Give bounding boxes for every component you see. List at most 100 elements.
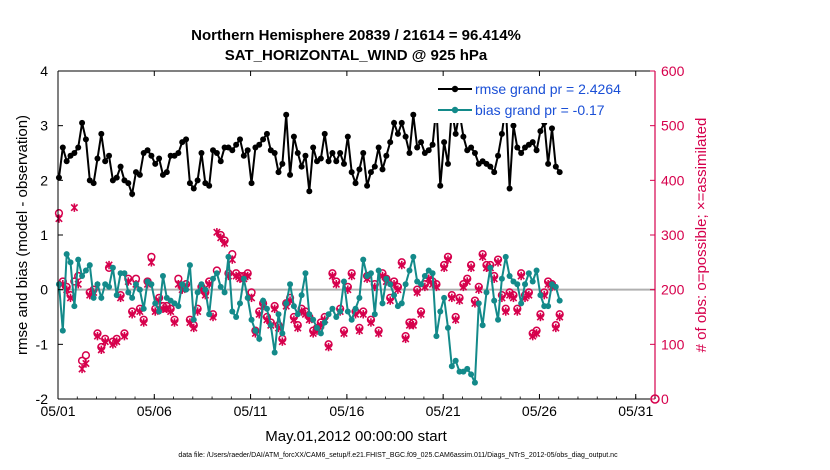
legend: rmse grand pr = 2.4264 bias grand pr = -…	[430, 77, 652, 123]
bias-point	[537, 292, 544, 299]
bias-point	[71, 303, 78, 310]
y-tick-label: 1	[40, 227, 48, 243]
rmse-point	[545, 160, 552, 167]
rmse-point	[256, 141, 263, 148]
obs-assimilated-point	[501, 307, 510, 316]
bias-point	[140, 305, 147, 312]
bias-point	[418, 281, 425, 288]
obs-assimilated-point	[324, 342, 333, 352]
obs-assimilated-point	[374, 329, 383, 338]
obs-assimilated-point	[78, 364, 86, 374]
plot-area	[58, 71, 655, 399]
bias-point	[283, 300, 290, 307]
obs-assimilated-point	[525, 290, 533, 300]
obs-assimilated-point	[478, 252, 487, 262]
legend-rmse-label: rmse grand pr = 2.4264	[475, 81, 621, 97]
obs-assimilated-point	[532, 329, 541, 338]
rmse-point	[117, 163, 124, 170]
bias-point	[340, 278, 347, 285]
rmse-point	[163, 169, 170, 176]
rmse-point	[55, 174, 62, 181]
rmse-point	[383, 152, 390, 159]
bias-point	[186, 262, 193, 269]
bias-point	[317, 330, 324, 337]
bias-point	[306, 311, 313, 318]
rmse-point	[263, 130, 270, 137]
obs-assimilated-point	[128, 310, 136, 319]
bias-point	[360, 256, 367, 263]
bias-point	[267, 322, 274, 329]
bias-point	[479, 322, 486, 329]
legend-box	[430, 77, 652, 123]
y-axis-label: rmse and bias (model - observation)	[14, 115, 31, 355]
rmse-point	[495, 152, 502, 159]
obs-assimilated-point	[440, 263, 448, 272]
bias-point	[194, 289, 201, 296]
rmse-point	[468, 144, 475, 151]
obs-assimilated-point	[101, 337, 109, 346]
obs-assimilated-point	[394, 285, 402, 294]
x-tick-label: 05/21	[426, 403, 461, 419]
bias-point	[491, 297, 498, 304]
rmse-point	[90, 180, 97, 187]
bias-point	[518, 300, 525, 307]
rmse-point	[240, 152, 247, 159]
rmse-point	[63, 158, 70, 165]
rmse-point	[348, 169, 355, 176]
x-axis-label: May.01,2012 00:00:00 start	[265, 428, 447, 445]
y-tick-label: 3	[40, 118, 48, 134]
rmse-point	[129, 191, 136, 197]
y-tick-label: 2	[40, 172, 48, 188]
rmse-point	[125, 180, 132, 187]
rmse-point	[556, 169, 563, 176]
rmse-point	[410, 111, 417, 118]
bias-point	[279, 330, 286, 337]
obs-assimilated-point	[409, 321, 418, 330]
obs-assimilated-point	[448, 293, 456, 303]
bias-point	[487, 264, 494, 271]
bias-point	[236, 300, 243, 307]
y2-axis-label: # of obs: o=possible; ×=assimilated	[693, 118, 710, 353]
rmse-point	[375, 144, 382, 151]
rmse-point	[418, 139, 425, 146]
bias-point	[471, 379, 478, 386]
rmse-point	[236, 136, 243, 143]
obs-assimilated-point	[355, 326, 364, 335]
bias-point	[302, 270, 309, 277]
bias-point	[260, 297, 267, 304]
rmse-point	[213, 150, 220, 156]
legend-bias-marker	[451, 106, 459, 114]
bias-point	[159, 273, 166, 279]
obs-assimilated-point	[536, 312, 545, 322]
bias-point	[483, 289, 490, 296]
rmse-point	[302, 152, 309, 159]
bias-point	[379, 300, 386, 307]
bias-point	[522, 281, 529, 288]
obs-assimilated-point	[455, 296, 464, 305]
chart-axes: 05/01 05/06 05/11 05/16 05/21 05/26 05/31 -2 -1 0…	[36, 63, 685, 419]
x-tick-label: 05/06	[137, 403, 172, 419]
obs-assimilated-point	[93, 331, 102, 341]
rmse-point	[391, 119, 398, 126]
x-tick-label: 05/31	[618, 403, 653, 419]
rmse-point	[98, 130, 105, 137]
rmse-point	[148, 152, 155, 159]
rmse-point	[229, 147, 236, 154]
obs-assimilated-point	[97, 345, 106, 354]
obs-assimilated-point	[459, 282, 468, 292]
rmse-point	[152, 160, 159, 167]
bias-point	[402, 281, 409, 288]
bias-point	[421, 273, 428, 279]
rmse-point	[406, 150, 413, 156]
obs-assimilated-point	[216, 233, 225, 242]
rmse-point	[260, 136, 267, 143]
legend-bias-label: bias grand pr = -0.17	[475, 102, 605, 118]
bias-point	[514, 281, 521, 288]
bias-point	[464, 365, 471, 372]
obs-possible-point	[81, 351, 91, 360]
bias-point	[310, 316, 317, 323]
bias-point	[356, 294, 363, 301]
rmse-point	[283, 111, 290, 118]
rmse-point	[364, 182, 371, 189]
rmse-point	[537, 128, 544, 135]
